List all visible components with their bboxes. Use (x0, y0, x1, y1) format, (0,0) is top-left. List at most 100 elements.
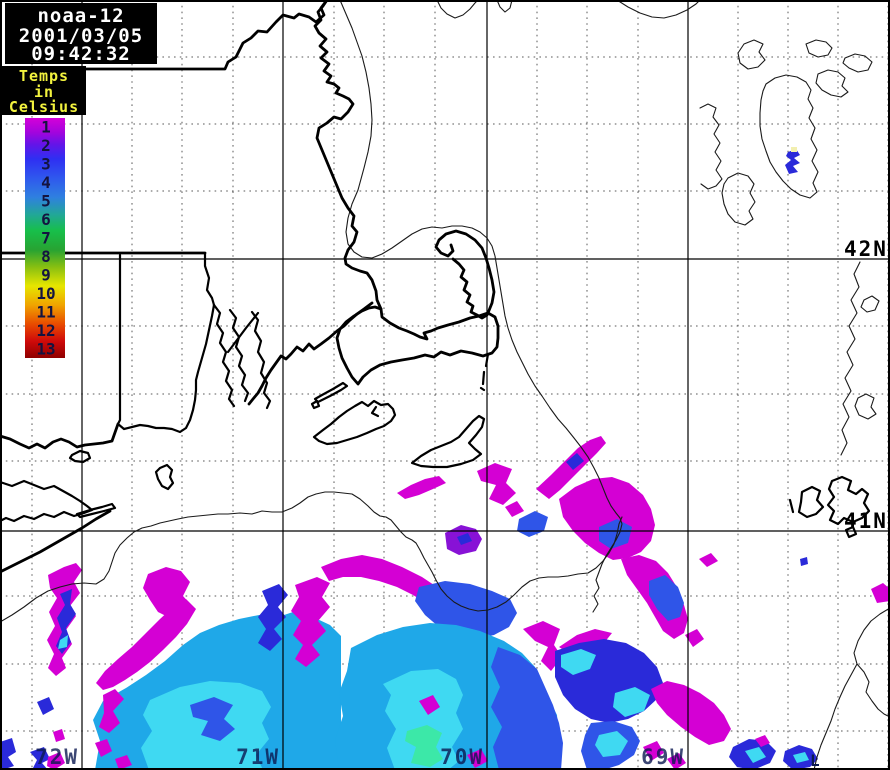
temperature-data-layer-shape (595, 731, 628, 757)
coastline-layer-shape (434, 229, 496, 320)
temperature-data-layer-shape (53, 729, 65, 742)
temperature-data-layer-shape (745, 747, 766, 763)
bathymetry-contour-layer-shape (815, 69, 849, 98)
low-marker-label: L (810, 751, 820, 770)
legend-title-line2: in (34, 83, 54, 101)
temperature-data-layer-shape (190, 697, 235, 741)
warm-speck (791, 147, 797, 152)
bathymetry-contour-layer-shape (721, 172, 756, 226)
bathymetry-contour-layer-shape (737, 39, 766, 70)
coastline-layer-shape (844, 525, 858, 539)
colorbar-value: 6 (41, 210, 51, 229)
temperature-data-layer-shape (559, 477, 655, 560)
coastline-layer-shape (310, 399, 321, 410)
temperature-data-layer-shape (58, 635, 68, 649)
temperature-data-layer-shape (291, 577, 330, 667)
temperature-data-layer-shape (651, 681, 731, 745)
coastline-layer-shape (312, 399, 397, 446)
colorbar-value: 1 (41, 118, 51, 137)
temperature-data-layer-shape (523, 621, 562, 671)
colorbar-value: 11 (36, 302, 55, 321)
bathymetry-contour-layer-shape (496, 0, 513, 13)
longitude-label: 72W (35, 745, 79, 769)
coastline-layer-shape (250, 310, 272, 410)
coastline-layer-shape (313, 381, 349, 404)
bathymetry-contour-layer-shape (813, 607, 890, 770)
bathymetry-contour-layer-shape (856, 663, 890, 718)
temperature-data-layer-shape (457, 533, 472, 545)
coastline-layer-shape (83, 0, 329, 71)
legend-title-box: Temps in Celsius (2, 66, 86, 116)
bathymetry-contour-layer-shape (805, 39, 833, 58)
temperature-data-layer-shape (99, 689, 124, 733)
graticule-labels-layer: 42N 41N 72W 71W 70W 69W (35, 237, 888, 769)
image-time: 09:42:32 (31, 43, 131, 65)
coastline-layer-shape (788, 498, 795, 514)
bathymetry-contour-layer-shape (0, 491, 623, 623)
bathymetry-contour-layer-shape (854, 393, 877, 420)
colorbar-value: 3 (41, 155, 51, 174)
bathymetry-contour-layer-shape (436, 0, 479, 19)
temperature-data-layer-shape (699, 553, 718, 567)
coastline-layer-shape (68, 449, 92, 464)
temperature-data-layer-shape (505, 501, 524, 517)
colorbar-value: 10 (36, 284, 55, 303)
temperature-data-layer-shape (871, 583, 890, 603)
colorbar-value: 9 (41, 265, 51, 284)
bathymetry-contour-layer-shape (616, 0, 701, 19)
latitude-label: 42N (844, 237, 888, 261)
temperature-data-layer-shape (685, 629, 704, 647)
temperature-data-layer-shape (419, 695, 440, 715)
bathymetry-contour-layer-shape (699, 103, 723, 190)
coastline-layer-shape (797, 485, 825, 519)
temperature-data-layer-shape (30, 747, 50, 770)
coastline-layer-shape (826, 475, 871, 526)
legend-title-line1: Temps (19, 67, 69, 85)
colorbar-value: 7 (41, 229, 51, 248)
header-box (5, 3, 157, 64)
temperature-data-layer-shape (47, 752, 65, 770)
bathymetry-contour-layer-shape (842, 53, 873, 73)
temperature-data-layer-shape (467, 749, 488, 768)
colorbar-value: 2 (41, 136, 51, 155)
coastline-layer-shape (116, 253, 216, 434)
temperature-data-layer-shape (800, 557, 808, 566)
coastline-layer-shape (0, 479, 94, 523)
coastline-layer-shape (479, 352, 490, 392)
coastline-layer-shape (370, 405, 380, 418)
colorbar-value: 5 (41, 192, 51, 211)
coastline-layer-shape (247, 301, 374, 406)
coastline-layer-shape (226, 311, 260, 354)
bathymetry-contour-layer-shape (860, 295, 880, 313)
temperature-data-layer-shape (613, 687, 650, 717)
temperature-data-layer-shape (755, 735, 770, 747)
temperature-data-layer-shape (785, 149, 800, 174)
longitude-label: 69W (641, 745, 685, 769)
temperature-data-layer-shape (0, 738, 16, 770)
coastline-layer-shape (75, 502, 117, 519)
legend-title-line3: Celsius (9, 98, 79, 116)
temperature-data-layer-shape (599, 519, 632, 549)
coastline-layer-shape (410, 414, 486, 469)
coastline-layer-shape (228, 308, 250, 403)
coastline-layer-shape (154, 463, 175, 491)
temperature-data-layer-shape (405, 725, 443, 767)
temperature-data-layer-shape (95, 739, 112, 757)
legend-box (2, 66, 86, 115)
coastline-layer-shape (313, 0, 490, 341)
coastline-layer-shape (212, 303, 236, 408)
colorbar-gradient (25, 118, 65, 358)
temperature-data-layer-shape (96, 599, 196, 690)
header-timestamp-box: noaa-12 2001/03/05 09:42:32 (5, 3, 157, 65)
temperature-data-layer-shape (258, 584, 288, 651)
temperature-data-layer-shape (37, 697, 54, 715)
bathymetry-contour-layer-shape (840, 261, 861, 456)
colorbar-value: 8 (41, 247, 51, 266)
longitude-label: 70W (440, 745, 484, 769)
